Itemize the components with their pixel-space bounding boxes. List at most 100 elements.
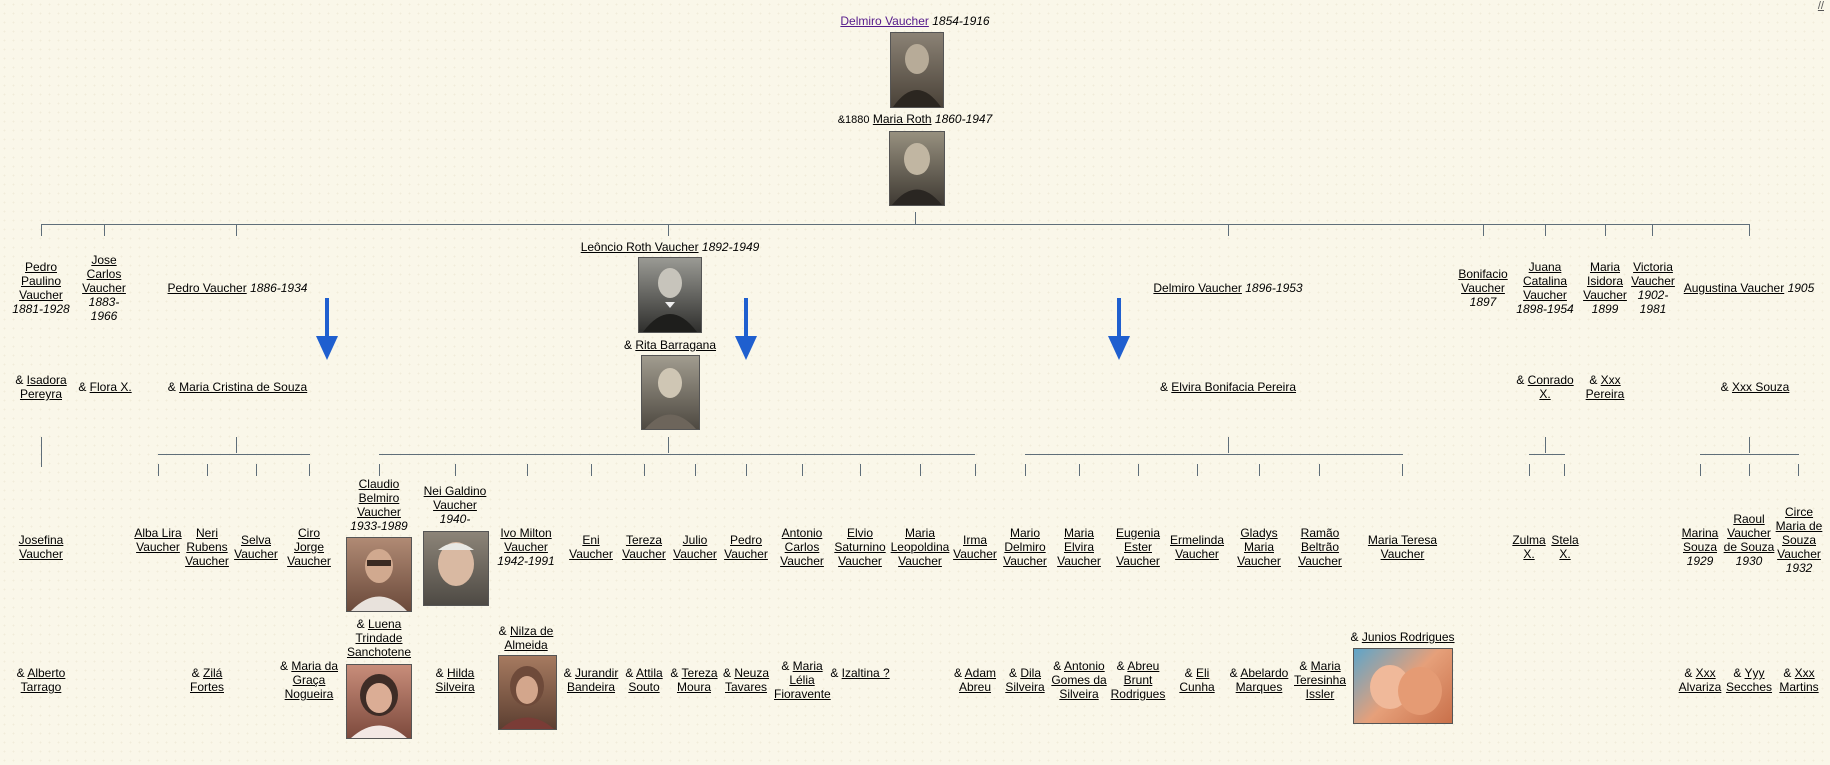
gen1-name-link[interactable]: Pedro Vaucher [167,281,247,295]
gen2-name-link[interactable]: Ermelinda Vaucher [1169,533,1225,561]
gen1-name-link[interactable]: Juana Catalina Vaucher [1522,260,1568,302]
gen1-name-link[interactable]: Augustina Vaucher [1683,281,1785,295]
gen2-name-link[interactable]: Pedro Vaucher [724,533,768,561]
gen1-spouse-link[interactable]: Maria Cristina de Souza [179,380,308,394]
gen1-name-link[interactable]: Leôncio Roth Vaucher [580,240,699,254]
gen1-spouse-link[interactable]: Elvira Bonifacia Pereira [1171,380,1297,394]
gen2-spouse-link[interactable]: Eli Cunha [1179,666,1215,694]
root-photo [890,32,944,108]
gen1-person: Jose Carlos Vaucher 1883-1966 [78,253,130,323]
gen2-spouse-link[interactable]: Attila Souto [628,666,663,694]
gen1-spouse-link[interactable]: Rita Barragana [635,338,717,352]
gen2-spouse-link[interactable]: Hilda Silveira [435,666,475,694]
connector [104,224,105,236]
gen2-spouse-link[interactable]: Xxx Martins [1779,666,1819,694]
gen1-name-link[interactable]: Victoria Vaucher [1631,260,1675,288]
gen2-spouse-link[interactable]: Luena Trindade Sanchotene [346,617,412,659]
gen2-spouse-link[interactable]: Maria da Graça Nogueira [284,659,339,701]
gen2-name-link[interactable]: Stela X. [1551,533,1579,561]
gen2-name-link[interactable]: Nei Galdino Vaucher [423,484,487,512]
gen2-spouse: & Maria Teresinha Issler [1293,659,1347,701]
leoncio-spouse: & Rita Barragana [623,338,717,352]
family-bar [379,454,975,455]
gen2-name-link[interactable]: Alba Lira Vaucher [134,526,182,554]
gen1-spouse-link[interactable]: Conrado X. [1527,373,1574,401]
gen2-spouse: & Antonio Gomes da Silveira [1051,659,1107,701]
gen2-name-link[interactable]: Raoul Vaucher de Souza [1723,512,1775,554]
gen2-name-link[interactable]: Julio Vaucher [673,533,717,561]
gen2-person: Nei Galdino Vaucher 1940- [420,484,490,526]
gen2-spouse-link[interactable]: Yyy Secches [1725,666,1773,694]
gen1-spouse-link[interactable]: Flora X. [89,380,132,394]
junios-photo [1353,648,1453,724]
gen2-name-link[interactable]: Maria Elvira Vaucher [1057,526,1101,568]
gen2-spouse-link[interactable]: Abelardo Marques [1235,666,1289,694]
gen2-spouse-link[interactable]: Maria Lélia Fioravente [774,659,831,701]
gen2-name-link[interactable]: Ciro Jorge Vaucher [287,526,331,568]
gen2-name-link[interactable]: Ivo Milton Vaucher [500,526,552,554]
gen2-person: Irma Vaucher [950,533,1000,561]
gen2-spouse-link[interactable]: Adam Abreu [958,666,997,694]
gen1-person: Leôncio Roth Vaucher 1892-1949 [560,240,780,254]
gen2-name-link[interactable]: Selva Vaucher [234,533,278,561]
gen2-spouse: & Adam Abreu [953,666,997,694]
gen2-person: Stela X. [1548,533,1582,561]
root-spouse: &1880 Maria Roth 1860-1947 [790,112,1040,127]
gen2-name-link[interactable]: Maria Leopoldina Vaucher [890,526,950,568]
gen1-name-link[interactable]: Delmiro Vaucher [1153,281,1242,295]
gen1-name-link[interactable]: Bonifacio Vaucher [1458,267,1508,295]
gen1-spouse-link[interactable]: Isadora Pereyra [19,373,67,401]
gen2-name-link[interactable]: Neri Rubens Vaucher [185,526,229,568]
gen2-person: Marina Souza 1929 [1676,526,1724,568]
connector [1749,224,1750,236]
gen2-spouse-link[interactable]: Alberto Tarrago [20,666,66,694]
connector [236,224,237,236]
gen2-name-link[interactable]: Eni Vaucher [569,533,613,561]
connector [1197,464,1198,476]
gen2-name-link[interactable]: Zulma X. [1512,533,1546,561]
gen2-name-link[interactable]: Irma Vaucher [953,533,997,561]
gen2-spouse-link[interactable]: Junios Rodrigues [1361,630,1455,644]
gen2-spouse-link[interactable]: Zilá Fortes [189,666,224,694]
gen1-spouse-link[interactable]: Xxx Pereira [1585,373,1625,401]
gen1-spouse-link[interactable]: Xxx Souza [1731,380,1790,394]
gen2-name-link[interactable]: Marina Souza [1681,526,1719,554]
gen1-bar [41,224,1749,225]
gen2-spouse-link[interactable]: Abreu Brunt Rodrigues [1110,659,1166,701]
gen2-spouse-link[interactable]: Nilza de Almeida [504,624,554,652]
root-name-link[interactable]: Delmiro Vaucher [840,14,929,28]
gen1-name-link[interactable]: Maria Isidora Vaucher [1583,260,1627,302]
gen2-name-link[interactable]: Mario Delmiro Vaucher [1003,526,1047,568]
gen1-name-link[interactable]: Jose Carlos Vaucher [82,253,126,295]
gen2-name-link[interactable]: Josefina Vaucher [18,533,64,561]
corner-link[interactable]: // [1817,0,1824,12]
gen2-name-link[interactable]: Eugenia Ester Vaucher [1115,526,1161,568]
gen1-dates: 1898-1954 [1516,302,1574,316]
gen2-spouse-link[interactable]: Antonio Gomes da Silveira [1051,659,1107,701]
gen2-name-link[interactable]: Circe Maria de Souza Vaucher [1775,505,1823,561]
gen2-spouse-link[interactable]: Xxx Alvariza [1678,666,1722,694]
gen2-name-link[interactable]: Antonio Carlos Vaucher [780,526,824,568]
gen2-person: Pedro Vaucher [720,533,772,561]
gen2-spouse-link[interactable]: Izaltina ? [841,666,890,680]
gen2-spouse-link[interactable]: Tereza Moura [676,666,718,694]
gen2-spouse-link[interactable]: Jurandir Bandeira [566,666,619,694]
gen2-name-link[interactable]: Ramão Beltrão Vaucher [1298,526,1342,568]
gen2-spouse-link[interactable]: Neuza Tavares [724,666,770,694]
gen2-name-link[interactable]: Tereza Vaucher [622,533,666,561]
gen2-name-link[interactable]: Elvio Saturnino Vaucher [834,526,886,568]
gen2-name-link[interactable]: Maria Teresa Vaucher [1367,533,1438,561]
gen2-name-link[interactable]: Claudio Belmiro Vaucher [357,477,401,519]
down-arrow-icon [1108,298,1130,360]
root-spouse-link[interactable]: Maria Roth [872,112,932,126]
gen1-dates: 1896-1953 [1245,281,1303,295]
gen2-spouse: & Xxx Martins [1779,666,1819,694]
gen1-person: Maria Isidora Vaucher 1899 [1580,260,1630,316]
gen1-name-link[interactable]: Pedro Paulino Vaucher [19,260,63,302]
gen2-name-link[interactable]: Gladys Maria Vaucher [1237,526,1281,568]
gen1-dates: 1883-1966 [88,295,120,323]
connector [1652,224,1653,236]
gen2-person: Mario Delmiro Vaucher [998,526,1052,568]
gen2-spouse-link[interactable]: Maria Teresinha Issler [1293,659,1347,701]
gen2-spouse-link[interactable]: Dila Silveira [1005,666,1045,694]
